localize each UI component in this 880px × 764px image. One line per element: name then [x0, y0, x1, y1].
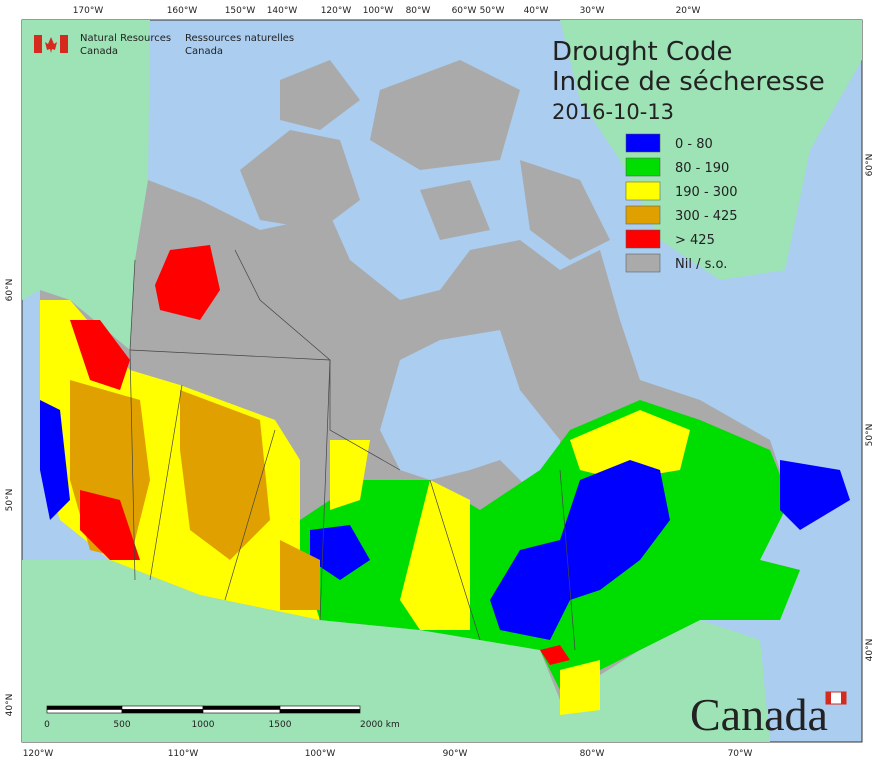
latitude-label: 40°N — [5, 694, 15, 717]
agency-en: Canada — [80, 46, 118, 57]
scale-segment — [202, 709, 281, 714]
flag-bar — [60, 35, 68, 53]
drought-zone — [780, 460, 850, 530]
longitude-label: 150°W — [225, 6, 256, 16]
latitude-label: 50°N — [5, 489, 15, 512]
longitude-label: 100°W — [305, 749, 336, 759]
title-fr: Indice de sécheresse — [552, 67, 825, 97]
longitude-label: 40°W — [524, 6, 549, 16]
longitude-label: 80°W — [580, 749, 605, 759]
drought-zone — [40, 400, 70, 520]
longitude-label: 30°W — [580, 6, 605, 16]
scale-segment — [121, 705, 204, 710]
maple-leaf — [45, 37, 57, 53]
longitude-label: 160°W — [167, 6, 198, 16]
scale-label: 2000 km — [360, 720, 400, 730]
agency-fr: Ressources naturelles — [185, 33, 294, 44]
drought-zones — [40, 245, 850, 715]
legend-label: 300 - 425 — [675, 209, 738, 224]
wordmark-flag-bar — [826, 692, 831, 704]
header: Natural Resources Canada Ressources natu… — [34, 33, 294, 57]
drought-zone — [80, 490, 140, 560]
longitude-label: 120°W — [321, 6, 352, 16]
legend-swatch — [625, 133, 661, 153]
scale-bar: 0 500 1000 1500 2000 km — [44, 705, 400, 730]
latitude-label: 60°N — [5, 279, 15, 302]
drought-zone — [490, 460, 670, 640]
wordmark-flag-bar — [841, 692, 846, 704]
drought-zone — [70, 320, 130, 390]
drought-zone — [180, 390, 270, 560]
province-borders — [129, 249, 576, 651]
legend-swatch — [625, 253, 661, 273]
hudson-bay — [380, 330, 560, 490]
longitude-label: 60°W — [452, 6, 477, 16]
title: Drought Code — [552, 37, 733, 67]
latitude-label: 60°N — [865, 154, 875, 177]
longitude-label: 170°W — [73, 6, 104, 16]
drought-zone — [540, 645, 570, 665]
drought-zone — [155, 245, 220, 320]
scale-segment — [46, 709, 123, 714]
longitude-label: 90°W — [443, 749, 468, 759]
longitude-label: 110°W — [168, 749, 199, 759]
longitude-label: 100°W — [363, 6, 394, 16]
legend: 0 - 80 80 - 190 190 - 300 300 - 425 > 425 Nil… — [625, 133, 738, 273]
legend-label: 80 - 190 — [675, 161, 729, 176]
longitude-label: 120°W — [23, 749, 54, 759]
scale-segment — [202, 705, 281, 710]
drought-zone — [570, 410, 690, 480]
scale-segment — [279, 709, 361, 714]
legend-swatch — [625, 181, 661, 201]
agency-en: Natural Resources — [80, 33, 171, 44]
longitude-label: 140°W — [267, 6, 298, 16]
scale-label: 500 — [113, 720, 130, 730]
drought-zone — [560, 660, 600, 715]
legend-swatch — [625, 157, 661, 177]
graticule-labels: 170°W 160°W 150°W 140°W 120°W 100°W 80°W 60°W 50… — [5, 6, 875, 759]
scale-label: 0 — [44, 720, 50, 730]
scale-segment — [121, 709, 204, 714]
legend-label: 0 - 80 — [675, 137, 713, 152]
drought-zone — [310, 525, 370, 580]
flag-bar — [34, 35, 42, 53]
longitude-label: 50°W — [480, 6, 505, 16]
latitude-label: 50°N — [865, 424, 875, 447]
longitude-label: 20°W — [676, 6, 701, 16]
legend-label: Nil / s.o. — [675, 257, 727, 272]
drought-zone — [280, 540, 320, 610]
scale-segment — [46, 705, 123, 710]
scale-label: 1000 — [192, 720, 215, 730]
scale-label: 1500 — [269, 720, 292, 730]
longitude-label: 80°W — [406, 6, 431, 16]
legend-label: > 425 — [675, 233, 715, 248]
legend-swatch — [625, 229, 661, 249]
latitude-label: 40°N — [865, 639, 875, 662]
wordmark-text: Canada — [690, 689, 828, 740]
legend-label: 190 - 300 — [675, 185, 738, 200]
drought-zone — [400, 480, 470, 630]
drought-zone — [330, 440, 370, 510]
date: 2016-10-13 — [552, 100, 674, 124]
legend-swatch — [625, 205, 661, 225]
longitude-label: 70°W — [728, 749, 753, 759]
wordmark: Canada — [690, 689, 847, 740]
scale-segment — [279, 705, 361, 710]
agency-fr: Canada — [185, 46, 223, 57]
